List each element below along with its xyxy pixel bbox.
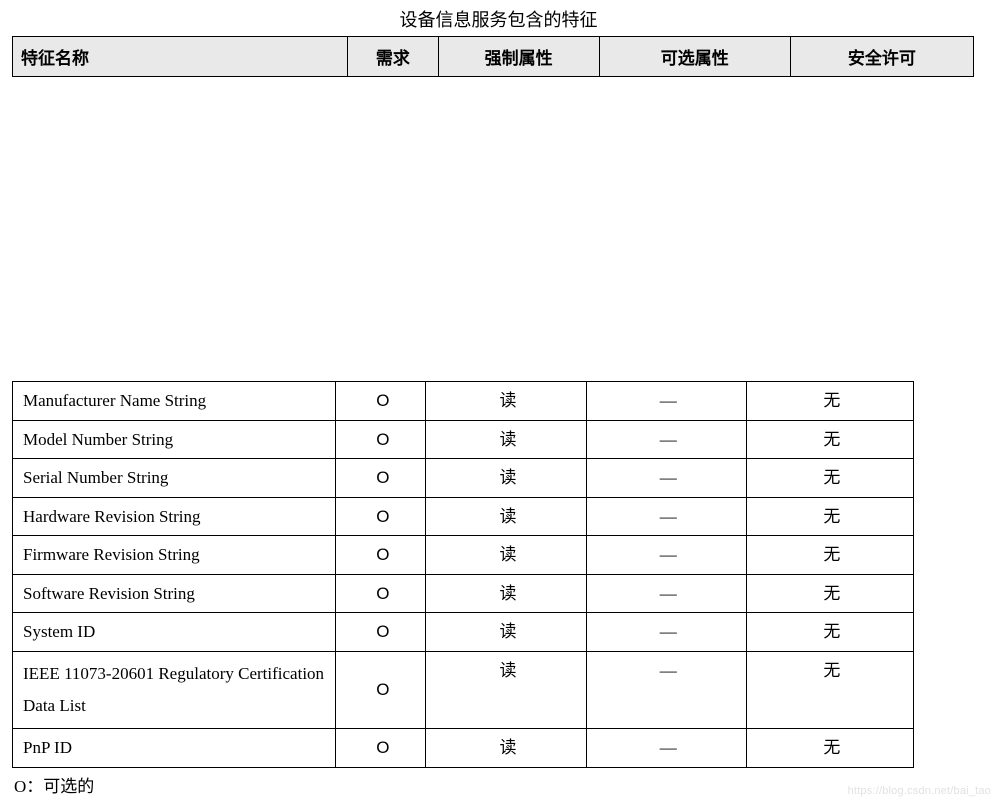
cell-security: 无 [746,729,913,768]
table-row: PnP IDO读—无 [13,729,914,768]
cell-name: PnP ID [13,729,336,768]
cell-security: 无 [746,574,913,613]
table-row: Model Number StringO读—无 [13,420,914,459]
cell-security: 无 [746,420,913,459]
cell-optional: — [586,459,746,498]
table-row: Firmware Revision StringO读—无 [13,536,914,575]
cell-req: O [336,382,426,421]
cell-optional: — [586,729,746,768]
cell-security: 无 [746,651,913,729]
characteristics-body-table: Manufacturer Name StringO读—无Model Number… [12,381,914,768]
table-title: 设备信息服务包含的特征 [0,0,997,36]
cell-name: Serial Number String [13,459,336,498]
cell-optional: — [586,382,746,421]
cell-mandatory: 读 [426,420,586,459]
cell-req: O [336,459,426,498]
blank-gap [0,77,997,381]
table-row: Manufacturer Name StringO读—无 [13,382,914,421]
cell-optional: — [586,497,746,536]
cell-security: 无 [746,459,913,498]
cell-optional: — [586,651,746,729]
cell-mandatory: 读 [426,382,586,421]
cell-req: O [336,729,426,768]
table-row: Serial Number StringO读—无 [13,459,914,498]
table-row: System IDO读—无 [13,613,914,652]
col-header-req: 需求 [348,37,439,77]
cell-security: 无 [746,382,913,421]
col-header-mand: 强制属性 [438,37,599,77]
cell-req: O [336,574,426,613]
cell-req: O [336,536,426,575]
cell-mandatory: 读 [426,459,586,498]
cell-req: O [336,613,426,652]
cell-name: Firmware Revision String [13,536,336,575]
table-row: IEEE 11073-20601 Regulatory Certificatio… [13,651,914,729]
col-header-sec: 安全许可 [790,37,973,77]
cell-optional: — [586,420,746,459]
cell-name: System ID [13,613,336,652]
cell-security: 无 [746,497,913,536]
cell-optional: — [586,574,746,613]
cell-name: Model Number String [13,420,336,459]
cell-mandatory: 读 [426,497,586,536]
cell-name: Manufacturer Name String [13,382,336,421]
cell-name: Software Revision String [13,574,336,613]
cell-name: IEEE 11073-20601 Regulatory Certificatio… [13,651,336,729]
cell-req: O [336,651,426,729]
cell-mandatory: 读 [426,729,586,768]
cell-mandatory: 读 [426,651,586,729]
cell-optional: — [586,536,746,575]
cell-mandatory: 读 [426,613,586,652]
cell-req: O [336,497,426,536]
characteristics-header-table: 特征名称 需求 强制属性 可选属性 安全许可 [12,36,974,77]
col-header-name: 特征名称 [13,37,348,77]
cell-security: 无 [746,536,913,575]
cell-name: Hardware Revision String [13,497,336,536]
cell-req: O [336,420,426,459]
cell-mandatory: 读 [426,574,586,613]
cell-mandatory: 读 [426,536,586,575]
table-row: Hardware Revision StringO读—无 [13,497,914,536]
table-row: Software Revision StringO读—无 [13,574,914,613]
watermark: https://blog.csdn.net/bai_tao [848,785,991,797]
cell-optional: — [586,613,746,652]
cell-security: 无 [746,613,913,652]
table-header-row: 特征名称 需求 强制属性 可选属性 安全许可 [13,37,974,77]
col-header-opt: 可选属性 [599,37,790,77]
